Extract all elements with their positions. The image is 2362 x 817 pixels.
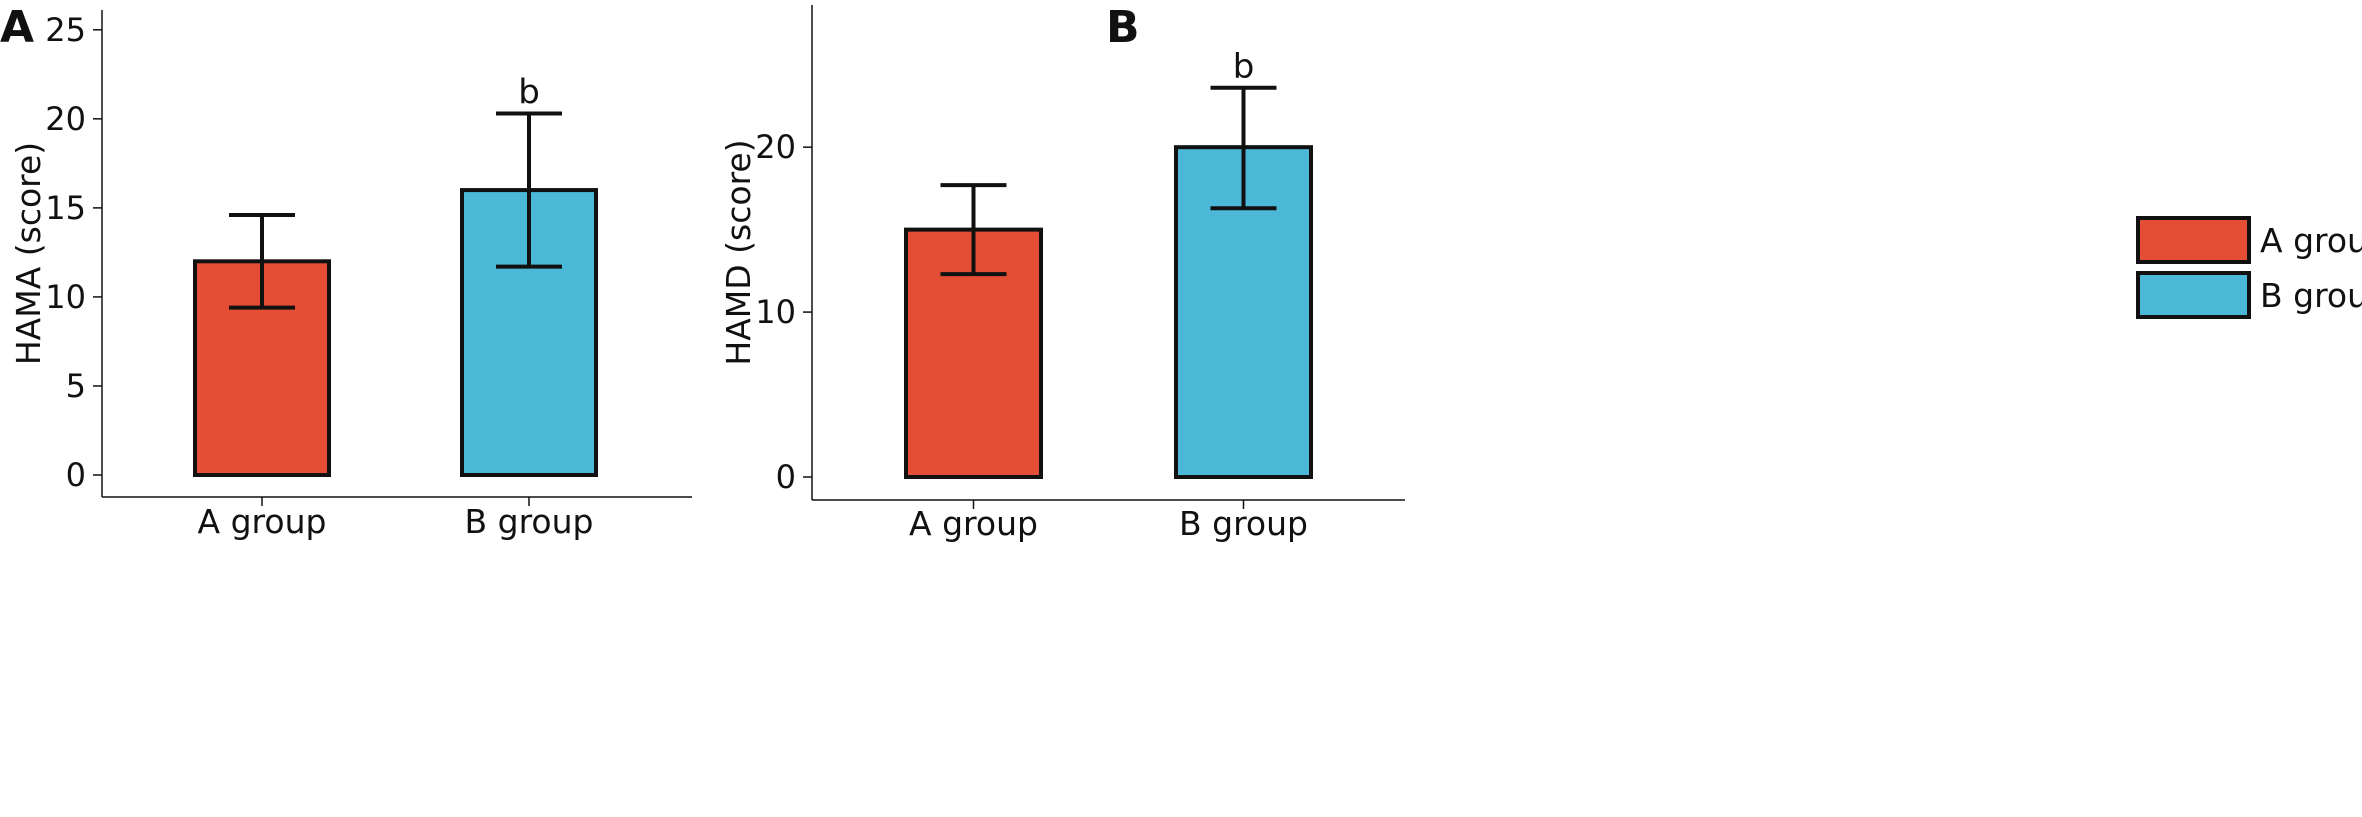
panel-label-a: A: [0, 2, 34, 53]
y-tick-label: 20: [45, 100, 86, 138]
y-tick-label: 10: [45, 278, 86, 316]
chart-panel-a: 0 5 10 15 20 25 HAMA (score) A group b B group: [9, 10, 692, 541]
significance-label: b: [1233, 47, 1255, 87]
legend-swatch-b-group: [2136, 271, 2251, 319]
y-axis-title: HAMA (score): [9, 142, 48, 365]
y-tick-label: 20: [755, 128, 796, 166]
x-category-label: B group: [465, 502, 594, 541]
panel-label-b: B: [1106, 2, 1140, 53]
x-category-label: B group: [1179, 504, 1308, 543]
x-category-label: A group: [909, 504, 1038, 543]
legend-label-b-group: B group: [2260, 276, 2362, 315]
y-tick-label: 5: [66, 367, 86, 405]
y-axis-title: HAMD (score): [719, 139, 758, 365]
legend: A group B group: [2136, 216, 2362, 319]
y-tick-label: 0: [776, 458, 796, 496]
legend-swatch-a-group: [2136, 216, 2251, 264]
y-tick-label: 10: [755, 293, 796, 331]
y-tick-label: 25: [45, 11, 86, 49]
y-tick-label: 0: [66, 456, 86, 494]
legend-label-a-group: A group: [2260, 221, 2362, 260]
y-tick-label: 15: [45, 189, 86, 227]
significance-label: b: [518, 73, 540, 113]
x-category-label: A group: [198, 502, 327, 541]
